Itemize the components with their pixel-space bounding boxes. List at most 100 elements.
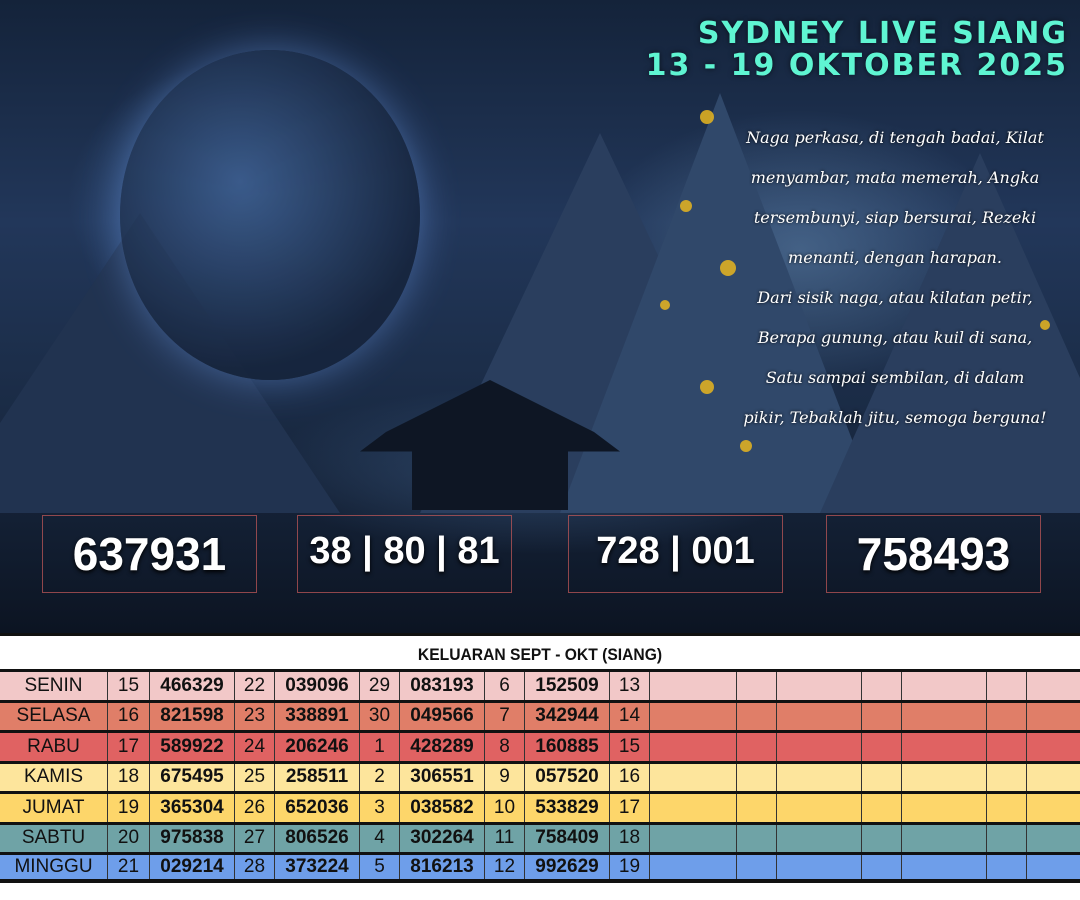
date-range: 13 - 19 OKTOBER 2025 bbox=[645, 48, 1068, 83]
poem-line: menanti, dengan harapan. bbox=[788, 248, 1002, 267]
date-cell: 24 bbox=[235, 733, 275, 761]
empty-cell bbox=[650, 763, 737, 791]
date-cell: 11 bbox=[485, 824, 525, 852]
poem-line: tersembunyi, siap bersurai, Rezeki bbox=[753, 208, 1037, 227]
prediction-box: 637931 bbox=[42, 515, 257, 593]
date-cell: 18 bbox=[610, 824, 650, 852]
empty-cell bbox=[862, 733, 902, 761]
empty-cell bbox=[777, 702, 862, 730]
empty-cell bbox=[862, 702, 902, 730]
empty-cell bbox=[862, 855, 902, 879]
result-cell: 342944 bbox=[525, 702, 610, 730]
empty-cell bbox=[902, 763, 987, 791]
empty-cell bbox=[650, 824, 737, 852]
table-row: SABTU 20 975838 27 806526 4 302264 11 758409 18 bbox=[0, 821, 1080, 852]
date-cell: 21 bbox=[108, 855, 150, 879]
date-cell: 25 bbox=[235, 763, 275, 791]
date-cell: 16 bbox=[610, 763, 650, 791]
result-cell: 039096 bbox=[275, 672, 360, 700]
day-cell: SABTU bbox=[0, 824, 108, 852]
empty-cell bbox=[737, 824, 777, 852]
poem-line: Satu sampai sembilan, di dalam bbox=[765, 368, 1025, 387]
date-cell: 2 bbox=[360, 763, 400, 791]
result-cell: 029214 bbox=[150, 855, 235, 879]
date-cell: 26 bbox=[235, 794, 275, 822]
day-cell: JUMAT bbox=[0, 794, 108, 822]
prediction-box: 758493 bbox=[826, 515, 1041, 593]
poem-line: menyambar, mata memerah, Angka bbox=[750, 168, 1040, 187]
table-row: KAMIS 18 675495 25 258511 2 306551 9 057520 16 bbox=[0, 760, 1080, 792]
empty-cell bbox=[862, 672, 902, 700]
result-cell: 038582 bbox=[400, 794, 485, 822]
empty-cell bbox=[737, 794, 777, 822]
empty-cell bbox=[1027, 794, 1080, 822]
empty-cell bbox=[987, 733, 1027, 761]
empty-cell bbox=[650, 733, 737, 761]
result-cell: 373224 bbox=[275, 855, 360, 879]
empty-cell bbox=[777, 824, 862, 852]
empty-cell bbox=[862, 824, 902, 852]
day-cell: RABU bbox=[0, 733, 108, 761]
poem-line: Dari sisik naga, atau kilatan petir, bbox=[757, 288, 1033, 307]
dragon-image bbox=[120, 50, 420, 380]
date-cell: 14 bbox=[610, 702, 650, 730]
result-cell: 057520 bbox=[525, 763, 610, 791]
mountain bbox=[820, 153, 1080, 513]
date-cell: 23 bbox=[235, 702, 275, 730]
empty-cell bbox=[650, 855, 737, 879]
empty-cell bbox=[987, 855, 1027, 879]
empty-cell bbox=[737, 672, 777, 700]
result-cell: 975838 bbox=[150, 824, 235, 852]
empty-cell bbox=[650, 702, 737, 730]
date-cell: 27 bbox=[235, 824, 275, 852]
result-cell: 821598 bbox=[150, 702, 235, 730]
empty-cell bbox=[737, 702, 777, 730]
empty-cell bbox=[987, 702, 1027, 730]
table-row: SELASA 16 821598 23 338891 30 049566 7 342944 14 bbox=[0, 699, 1080, 731]
date-cell: 3 bbox=[360, 794, 400, 822]
result-cell: 365304 bbox=[150, 794, 235, 822]
empty-cell bbox=[777, 855, 862, 879]
empty-cell bbox=[987, 672, 1027, 700]
result-cell: 428289 bbox=[400, 733, 485, 761]
poem-line: pikir, Tebaklah jitu, semoga berguna! bbox=[743, 408, 1047, 427]
date-cell: 30 bbox=[360, 702, 400, 730]
day-cell: SENIN bbox=[0, 672, 108, 700]
result-cell: 466329 bbox=[150, 672, 235, 700]
result-cell: 152509 bbox=[525, 672, 610, 700]
date-cell: 10 bbox=[485, 794, 525, 822]
date-cell: 16 bbox=[108, 702, 150, 730]
empty-cell bbox=[862, 794, 902, 822]
date-cell: 15 bbox=[610, 733, 650, 761]
empty-cell bbox=[1027, 764, 1080, 792]
date-cell: 17 bbox=[108, 733, 150, 761]
empty-cell bbox=[737, 733, 777, 761]
date-cell: 5 bbox=[360, 855, 400, 879]
day-cell: KAMIS bbox=[0, 763, 108, 791]
date-cell: 6 bbox=[485, 672, 525, 700]
hero-banner: SYDNEY LIVE SIANG 13 - 19 OKTOBER 2025 N… bbox=[0, 0, 1080, 633]
date-cell: 17 bbox=[610, 794, 650, 822]
table-row: MINGGU 21 029214 28 373224 5 816213 12 992629 19 bbox=[0, 852, 1080, 883]
empty-cell bbox=[650, 672, 737, 700]
result-cell: 258511 bbox=[275, 763, 360, 791]
date-cell: 19 bbox=[108, 794, 150, 822]
empty-cell bbox=[737, 763, 777, 791]
date-cell: 22 bbox=[235, 672, 275, 700]
result-cell: 049566 bbox=[400, 702, 485, 730]
date-cell: 8 bbox=[485, 733, 525, 761]
empty-cell bbox=[862, 763, 902, 791]
result-cell: 306551 bbox=[400, 763, 485, 791]
date-cell: 29 bbox=[360, 672, 400, 700]
empty-cell bbox=[987, 794, 1027, 822]
day-cell: SELASA bbox=[0, 702, 108, 730]
result-cell: 675495 bbox=[150, 763, 235, 791]
result-cell: 652036 bbox=[275, 794, 360, 822]
table-row: JUMAT 19 365304 26 652036 3 038582 10 533829 17 bbox=[0, 791, 1080, 822]
empty-cell bbox=[650, 794, 737, 822]
result-cell: 533829 bbox=[525, 794, 610, 822]
result-cell: 589922 bbox=[150, 733, 235, 761]
date-cell: 15 bbox=[108, 672, 150, 700]
empty-cell bbox=[1027, 703, 1080, 731]
table-row: RABU 17 589922 24 206246 1 428289 8 160885 15 bbox=[0, 730, 1080, 761]
